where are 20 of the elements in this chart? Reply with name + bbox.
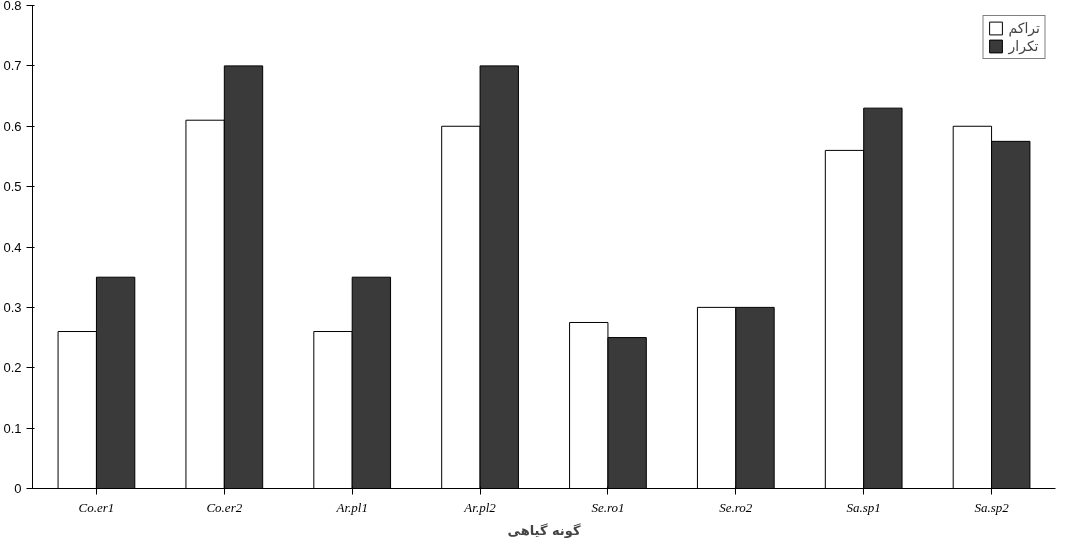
- legend-label: تکرار: [1008, 38, 1039, 54]
- x-tick-label: Ar.pl1: [335, 499, 368, 515]
- x-tick-label: Ar.pl2: [463, 499, 497, 515]
- x-tick-label: Se.ro2: [719, 499, 753, 515]
- y-tick-label: 0: [14, 481, 22, 496]
- y-tick-label: 0.5: [3, 179, 22, 195]
- y-tick-label: 0.7: [3, 58, 22, 74]
- y-tick-label: 0.4: [3, 239, 22, 255]
- y-tick-label: 0.8: [3, 0, 22, 13]
- x-tick-label: Co.er2: [206, 499, 243, 515]
- x-tick-label: Co.er1: [78, 499, 115, 515]
- y-tick-label: 0.6: [3, 118, 22, 134]
- y-tick-label: 0.3: [3, 299, 22, 315]
- x-tick-label: Sa.sp2: [974, 499, 1010, 515]
- x-axis-title: گونه گیاهی: [507, 522, 581, 538]
- y-tick-label: 0.1: [3, 420, 22, 436]
- x-tick-label: Sa.sp1: [846, 499, 881, 515]
- legend-label: تراکم: [1008, 20, 1040, 36]
- x-tick-label: Se.ro1: [591, 499, 625, 515]
- y-tick-label: 0.2: [3, 360, 22, 376]
